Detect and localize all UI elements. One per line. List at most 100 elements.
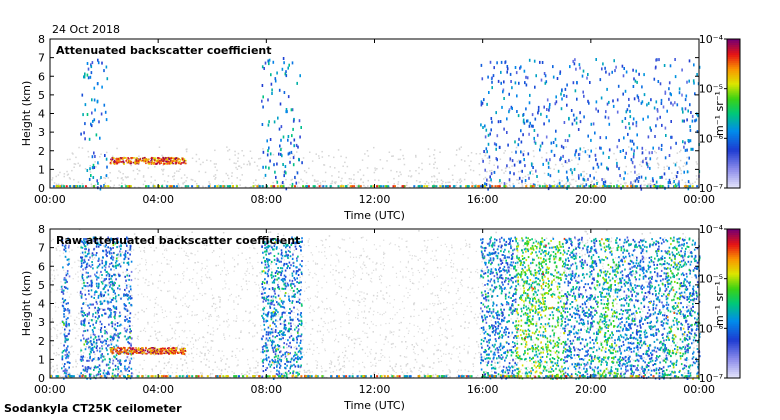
- precip-cell: [574, 153, 576, 157]
- surface-cell: [655, 185, 658, 188]
- noise-cell: [674, 355, 677, 357]
- noise-cell: [303, 326, 305, 328]
- noise-cell: [254, 372, 256, 374]
- noise-cell: [183, 174, 186, 176]
- noise-cell: [357, 314, 359, 316]
- cloud-cell: [180, 163, 182, 165]
- noise-cell: [335, 293, 337, 296]
- noise-cell: [405, 184, 408, 187]
- noise-cell: [299, 370, 301, 373]
- noise-cell: [334, 365, 336, 368]
- precip-cell: [487, 142, 490, 146]
- precip-cell: [533, 129, 536, 132]
- surface-cell: [372, 185, 375, 188]
- noise-cell: [249, 262, 251, 264]
- precip-cell: [283, 174, 285, 178]
- cloud-cell: [166, 158, 169, 160]
- noise-cell: [516, 317, 519, 320]
- cloud-cell: [134, 161, 136, 163]
- colorbar-cell: [727, 46, 740, 50]
- precip-cell: [261, 65, 264, 69]
- precip-cell: [89, 167, 91, 171]
- noise-cell: [66, 327, 68, 329]
- noise-cell: [196, 353, 198, 355]
- noise-cell: [185, 150, 188, 153]
- precip-cell: [82, 113, 84, 117]
- precip-cell: [600, 96, 603, 100]
- noise-cell: [448, 168, 450, 170]
- colorbar-cell: [727, 114, 740, 118]
- noise-cell: [352, 366, 354, 368]
- noise-cell: [296, 365, 298, 367]
- colorbar-cell: [727, 108, 740, 112]
- precip-cell: [623, 67, 625, 70]
- precip-cell: [542, 162, 544, 166]
- noise-cell: [622, 371, 624, 373]
- precip-cell: [587, 177, 589, 181]
- noise-cell: [347, 289, 349, 291]
- precip-cell: [514, 140, 516, 144]
- noise-cell: [374, 376, 376, 379]
- noise-cell: [171, 337, 174, 339]
- noise-cell: [643, 180, 645, 182]
- precip-cell: [490, 172, 493, 176]
- noise-cell: [141, 368, 144, 370]
- noise-cell: [124, 183, 126, 186]
- noise-cell: [683, 335, 685, 337]
- noise-cell: [676, 278, 678, 280]
- noise-cell: [69, 158, 71, 161]
- noise-cell: [682, 335, 684, 337]
- noise-cell: [51, 335, 53, 338]
- noise-cell: [508, 295, 510, 297]
- noise-cell: [181, 247, 183, 249]
- noise-cell: [58, 183, 60, 186]
- cloud-cell: [185, 159, 187, 162]
- noise-cell: [350, 278, 352, 280]
- precip-cell: [550, 141, 553, 145]
- surface-cell: [228, 185, 231, 188]
- noise-cell: [112, 294, 114, 296]
- noise-cell: [554, 163, 557, 166]
- precip-cell: [285, 108, 288, 111]
- cloud-cell: [117, 158, 120, 160]
- noise-cell: [569, 274, 571, 276]
- noise-cell: [421, 250, 423, 252]
- precip-cell: [93, 86, 96, 90]
- noise-cell: [588, 268, 591, 270]
- noise-cell: [56, 337, 58, 339]
- precip-cell: [630, 181, 632, 185]
- noise-cell: [440, 179, 443, 181]
- noise-cell: [384, 252, 386, 255]
- cloud-cell: [179, 159, 182, 161]
- noise-cell: [606, 318, 608, 320]
- noise-cell: [457, 287, 459, 290]
- noise-cell: [434, 344, 436, 347]
- noise-cell: [154, 298, 156, 300]
- noise-cell: [136, 168, 138, 170]
- precip-cell: [655, 65, 657, 69]
- cloud-cell: [112, 157, 115, 159]
- noise-cell: [344, 276, 346, 279]
- noise-cell: [315, 360, 317, 362]
- noise-cell: [155, 296, 158, 299]
- surface-cell: [256, 185, 259, 188]
- precip-cell: [279, 144, 281, 148]
- noise-cell: [198, 322, 200, 324]
- noise-cell: [413, 283, 415, 285]
- noise-cell: [575, 157, 577, 159]
- noise-cell: [86, 357, 88, 359]
- noise-cell: [383, 343, 385, 345]
- noise-cell: [219, 306, 221, 308]
- noise-cell: [483, 259, 485, 261]
- noise-cell: [625, 165, 627, 168]
- noise-cell: [444, 308, 447, 310]
- noise-cell: [55, 247, 57, 250]
- noise-cell: [591, 348, 594, 350]
- cloud-cell: [162, 160, 164, 162]
- precip-cell: [486, 178, 488, 182]
- noise-cell: [518, 331, 520, 333]
- noise-cell: [339, 368, 341, 371]
- noise-cell: [575, 180, 577, 182]
- noise-cell: [304, 281, 306, 283]
- noise-cell: [133, 358, 135, 360]
